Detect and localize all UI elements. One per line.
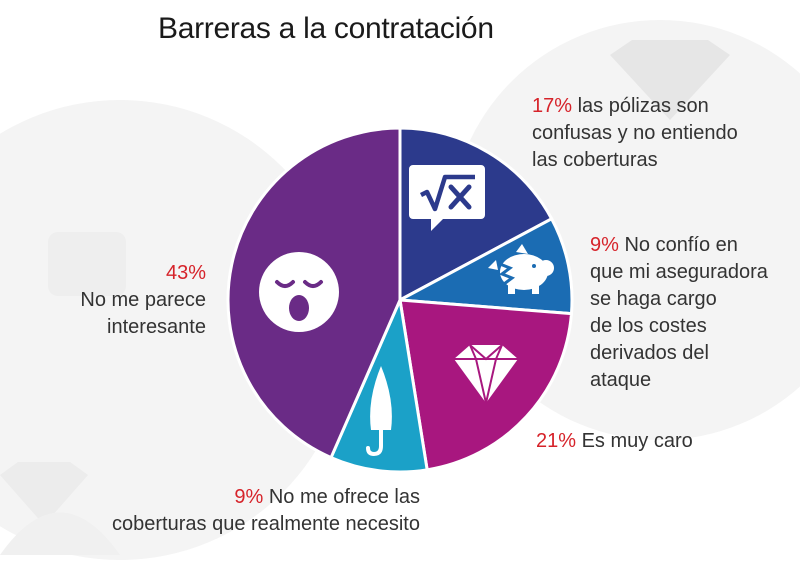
background-umbrella-icon [0,512,120,555]
chart-title: Barreras a la contratación [158,12,494,45]
diamond-icon [454,344,518,404]
slice-label-line: No confío en [624,234,738,256]
pie-slice [394,216,574,316]
slice-label-line: las pólizas son [577,95,709,117]
slice-label-line: No me ofrece las [268,486,420,508]
background-diamond-icon [610,40,730,120]
slice-label: 9% No confío en que mi aseguradora se ha… [590,232,768,394]
slice-label-line: coberturas que realmente necesito [112,513,420,535]
broken-piggy-bank-icon [488,244,554,294]
slice-percent: 9% [234,486,264,508]
slice-label-line: ataque [590,369,652,391]
slice-percent: 17% [532,95,573,117]
slice-label-line: que mi aseguradora [590,261,768,283]
slice-percent: 21% [536,430,577,452]
slice-label-line: confusas y no entiendo [532,122,738,144]
slice-percent: 9% [590,234,619,256]
slice-label-line: se haga cargo [590,288,717,310]
math-formula-icon [409,165,485,231]
slice-label: 21% Es muy caro [536,428,693,455]
slice-label-line: las coberturas [532,149,658,171]
slice-label: 17% las pólizas son confusas y no entien… [532,93,738,174]
background-diamond-icon [0,462,88,525]
slice-label-line: Es muy caro [581,430,693,452]
background-math-formula-icon [48,232,126,296]
slice-label-line: interesante [107,316,206,338]
umbrella-icon [366,366,392,457]
slice-label: 9% No me ofrece las coberturas que realm… [58,484,420,538]
slice-label-line: de los costes [590,315,707,337]
yawning-face-icon [259,252,339,332]
slice-label: 43% No me parece interesante [50,260,206,341]
slice-label-line: derivados del [590,342,709,364]
slice-label-line: No me parece [80,289,206,311]
slice-percent: 43% [165,262,206,284]
